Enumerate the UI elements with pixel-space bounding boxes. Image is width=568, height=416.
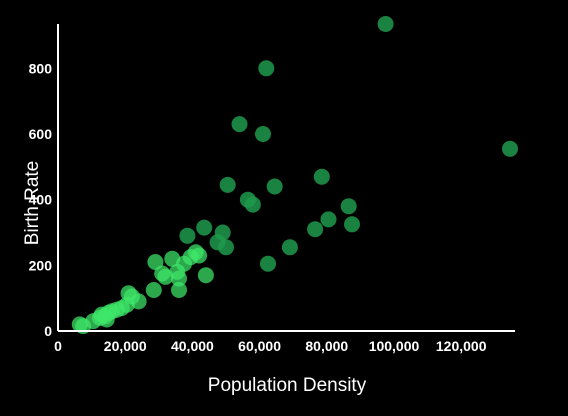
data-point-48 bbox=[377, 16, 394, 32]
data-point-22 bbox=[171, 270, 187, 287]
x-tick-label-6: 100,000 bbox=[369, 338, 420, 354]
data-point-30 bbox=[197, 267, 214, 284]
y-tick-label-5: 800 bbox=[29, 60, 53, 76]
y-axis-title: Birth Rate bbox=[22, 161, 43, 245]
data-point-44 bbox=[313, 168, 330, 185]
data-point-37 bbox=[244, 196, 261, 213]
data-point-23 bbox=[171, 282, 187, 298]
x-tick-label-7: 120,000 bbox=[436, 338, 487, 354]
y-tick-label-2: 200 bbox=[29, 257, 53, 273]
data-point-40 bbox=[260, 255, 276, 272]
x-tick-label-5: 80,000 bbox=[305, 338, 348, 354]
y-tick-labels: 0 200 400 600 800 bbox=[29, 60, 53, 339]
data-point-32 bbox=[214, 224, 231, 241]
x-tick-labels: 0 20,000 40,000 60,000 80,000 100,000 120,000 bbox=[54, 338, 487, 354]
data-point-28 bbox=[191, 247, 208, 264]
data-point-15 bbox=[130, 293, 147, 310]
data-point-29 bbox=[196, 219, 213, 236]
data-point-49 bbox=[502, 140, 518, 157]
x-tick-label-2: 20,000 bbox=[104, 338, 147, 354]
x-tick-label-1: 0 bbox=[54, 338, 62, 354]
y-tick-label-1: 0 bbox=[44, 323, 52, 339]
data-point-16 bbox=[145, 282, 162, 298]
data-point-47 bbox=[344, 216, 360, 233]
data-point-46 bbox=[340, 198, 357, 215]
x-tick-label-3: 40,000 bbox=[171, 338, 214, 354]
data-point-39 bbox=[258, 60, 275, 77]
y-tick-label-4: 600 bbox=[29, 126, 53, 142]
points-layer bbox=[71, 16, 518, 335]
data-point-17 bbox=[147, 254, 164, 270]
data-point-42 bbox=[281, 239, 298, 256]
data-point-41 bbox=[266, 178, 283, 195]
data-point-25 bbox=[179, 227, 196, 244]
data-point-38 bbox=[255, 126, 271, 142]
y-tick-label-3: 400 bbox=[29, 192, 53, 208]
data-point-35 bbox=[231, 116, 248, 133]
x-axis-title: Population Density bbox=[208, 375, 367, 396]
data-point-33 bbox=[218, 239, 234, 256]
x-tick-label-4: 60,000 bbox=[238, 338, 281, 354]
data-point-45 bbox=[320, 211, 337, 228]
data-point-34 bbox=[219, 176, 236, 193]
data-point-43 bbox=[307, 221, 324, 238]
